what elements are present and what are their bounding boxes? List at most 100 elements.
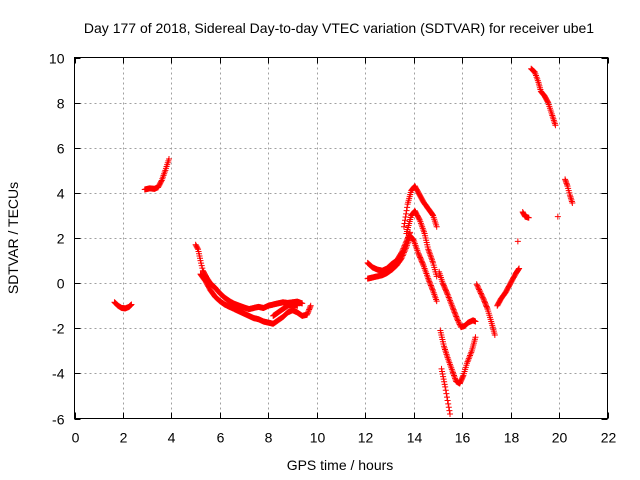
x-tick-label: 0 — [72, 430, 80, 446]
data-point — [305, 307, 312, 314]
data-point — [450, 306, 457, 313]
x-tick-label: 6 — [217, 430, 225, 446]
data-point — [491, 332, 498, 339]
data-point — [452, 312, 459, 319]
data-point — [418, 257, 425, 264]
data-point — [475, 285, 482, 292]
data-point — [403, 207, 410, 214]
data-point — [474, 283, 481, 290]
data-point — [481, 299, 488, 306]
x-tick-label: 10 — [310, 430, 326, 446]
data-point — [569, 200, 576, 207]
data-point — [476, 286, 483, 293]
y-tick-labels: -6 -4 -2 0 2 4 6 8 10 — [49, 51, 65, 428]
grid — [74, 57, 608, 419]
data-point — [419, 260, 426, 267]
data-point — [429, 286, 436, 293]
x-tick-label: 18 — [504, 430, 520, 446]
data-point — [482, 300, 489, 307]
data-point — [165, 156, 172, 163]
data-point — [515, 266, 522, 273]
data-point — [158, 178, 165, 185]
data-point — [404, 204, 411, 211]
data-point — [441, 381, 448, 388]
data-point — [433, 223, 440, 230]
data-point — [459, 373, 466, 380]
data-point — [398, 255, 405, 262]
data-point — [198, 262, 205, 269]
data-point — [416, 215, 423, 222]
data-point — [455, 318, 462, 325]
data-point — [483, 303, 490, 310]
x-tick-label: 16 — [455, 430, 471, 446]
data-point — [306, 306, 313, 313]
x-tick-label: 4 — [168, 430, 176, 446]
data-point — [417, 255, 424, 262]
data-point — [554, 213, 561, 220]
y-axis-label: SDTVAR / TECUs — [5, 182, 21, 294]
data-point — [451, 373, 458, 380]
data-point — [441, 285, 448, 292]
data-point — [442, 383, 449, 390]
data-point — [454, 317, 461, 324]
data-point — [441, 378, 448, 385]
data-point — [516, 265, 523, 272]
data-point — [402, 217, 409, 224]
data-point — [440, 282, 447, 289]
data-point — [477, 289, 484, 296]
x-axis-label: GPS time / hours — [287, 457, 394, 473]
data-point — [442, 287, 449, 294]
data-point — [194, 245, 201, 252]
data-point — [444, 290, 451, 297]
data-point — [433, 273, 440, 280]
data-point — [514, 238, 521, 245]
data-point — [400, 251, 407, 258]
x-tick-label: 8 — [265, 430, 273, 446]
data-point — [449, 369, 456, 376]
data-point — [480, 295, 487, 302]
data-point — [307, 302, 314, 309]
data-point — [439, 368, 446, 375]
data-point — [451, 309, 458, 316]
data-point — [445, 404, 452, 411]
data-point — [402, 214, 409, 221]
data-point — [419, 259, 426, 266]
chart-title: Day 177 of 2018, Sidereal Day-to-day VTE… — [84, 20, 594, 36]
axis-ticks — [74, 57, 609, 420]
y-tick-label: -4 — [52, 366, 65, 382]
data-point — [306, 305, 313, 312]
data-point — [445, 400, 452, 407]
data-point — [418, 258, 425, 265]
x-tick-labels: 0 2 4 6 8 10 12 14 16 18 20 22 — [72, 430, 617, 446]
data-point — [417, 254, 424, 261]
data-point — [451, 372, 458, 379]
data-point — [449, 368, 456, 375]
data-point — [440, 373, 447, 380]
data-point — [454, 316, 461, 323]
data-point — [425, 275, 432, 282]
data-point — [426, 278, 433, 285]
data-point — [425, 276, 432, 283]
data-point — [416, 253, 423, 260]
y-tick-label: -6 — [52, 412, 65, 428]
data-point — [479, 294, 486, 301]
data-point — [198, 260, 205, 267]
data-point — [449, 305, 456, 312]
data-point — [476, 287, 483, 294]
y-tick-label: 6 — [57, 141, 65, 157]
data-point — [450, 371, 457, 378]
data-point — [400, 249, 407, 256]
x-tick-label: 2 — [120, 430, 128, 446]
data-point — [429, 211, 436, 218]
x-tick-label: 14 — [407, 430, 423, 446]
data-point — [472, 334, 479, 341]
data-points — [111, 65, 576, 417]
data-point — [428, 283, 435, 290]
data-point — [479, 293, 486, 300]
data-point — [415, 250, 422, 257]
data-point — [447, 410, 454, 417]
data-point — [442, 286, 449, 293]
data-point — [399, 252, 406, 259]
